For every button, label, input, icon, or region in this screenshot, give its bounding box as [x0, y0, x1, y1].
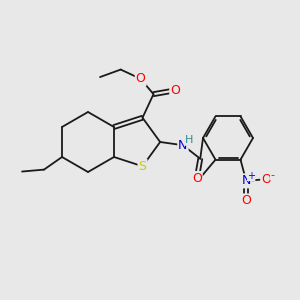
Text: H: H — [185, 135, 193, 145]
Text: S: S — [139, 160, 146, 173]
Text: O: O — [136, 72, 146, 85]
Text: N: N — [178, 139, 188, 152]
Text: O: O — [170, 84, 180, 97]
Text: O: O — [192, 172, 202, 185]
Text: O: O — [241, 194, 251, 207]
Text: -: - — [270, 170, 274, 180]
Text: +: + — [247, 171, 255, 181]
Text: N: N — [242, 174, 251, 188]
Text: O: O — [261, 173, 271, 186]
